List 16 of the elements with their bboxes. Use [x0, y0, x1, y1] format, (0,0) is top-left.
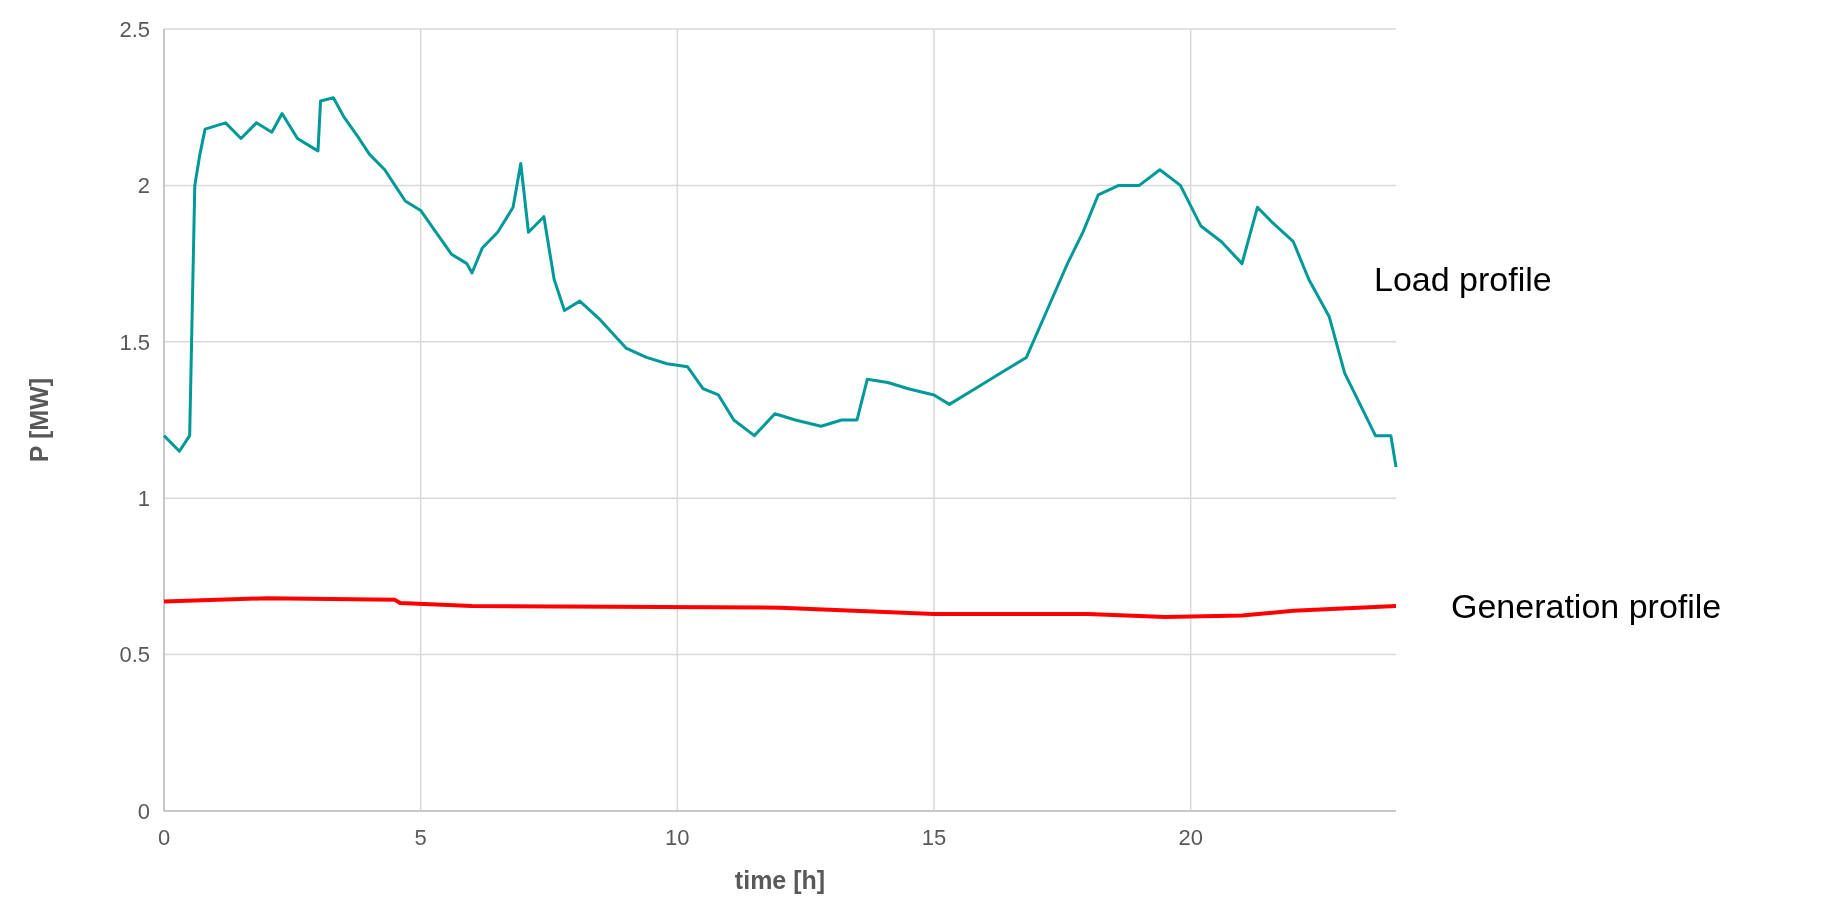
series-label: Generation profile: [1451, 587, 1722, 626]
x-tick-label: 20: [1178, 825, 1203, 850]
x-axis-title: time [h]: [734, 866, 826, 894]
line-series: [162, 596, 1398, 620]
x-tick-label: 15: [921, 825, 947, 850]
x-tick-label: 10: [665, 825, 690, 850]
y-tick-label: 0.5: [119, 642, 150, 668]
series-label: Load profile: [1374, 260, 1552, 299]
y-tick-label: 1: [137, 485, 150, 511]
y-axis-title: P [MW]: [25, 377, 53, 463]
x-tick-label: 0: [157, 825, 171, 850]
y-tick-label: 2: [137, 173, 150, 199]
x-tick-label: 5: [414, 825, 427, 850]
y-tick-label: 0: [137, 798, 150, 824]
y-tick-label: 1.5: [119, 329, 150, 355]
y-tick-label: 2.5: [119, 16, 150, 42]
